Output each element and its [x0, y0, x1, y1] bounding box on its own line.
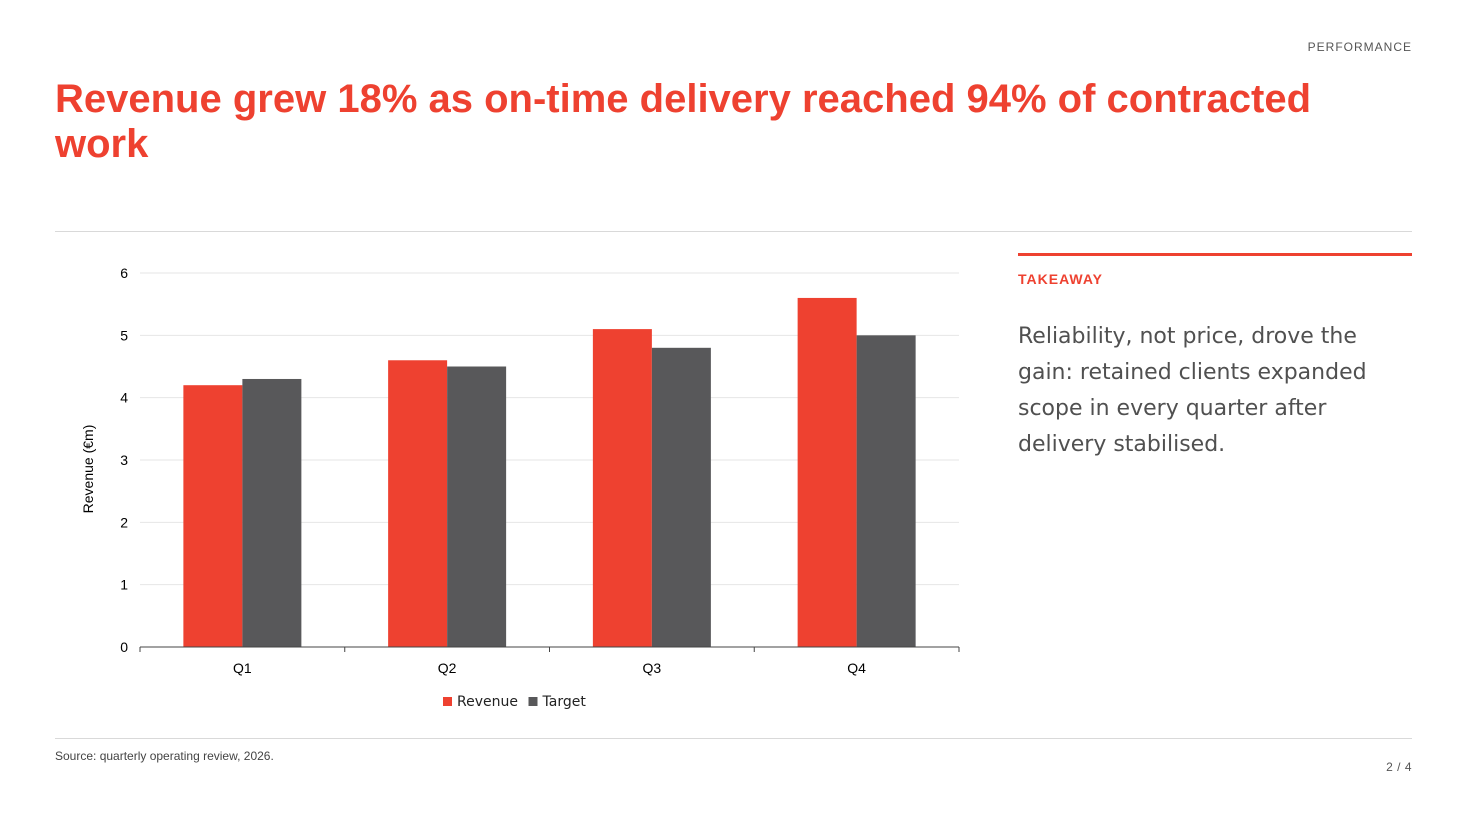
y-tick-label: 1 [120, 577, 128, 593]
legend-label-target: Target [542, 694, 587, 710]
bar-target-q2 [447, 366, 507, 647]
y-tick-label: 4 [120, 390, 128, 406]
x-tick-label: Q4 [847, 660, 866, 676]
y-tick-label: 2 [120, 514, 128, 530]
source-note: Source: quarterly operating review, 2026… [55, 749, 274, 763]
revenue-chart: 0 1 2 3 4 5 6 Q1 Q2 Q3 Q4 Revenue (€m) Revenue Targ… [80, 265, 960, 710]
y-tick-label: 5 [120, 327, 128, 343]
page-number: 2 / 4 [1386, 760, 1412, 774]
bar-target-q3 [651, 347, 711, 647]
chart-bars [183, 297, 916, 647]
takeaway-label: TAKEAWAY [1018, 271, 1104, 287]
bottom-divider [55, 738, 1412, 739]
x-tick-label: Q1 [233, 660, 252, 676]
takeaway-text: Reliability, not price, drove the gain: … [1018, 324, 1367, 457]
bar-revenue-q3 [592, 329, 652, 647]
bar-revenue-q1 [183, 385, 243, 647]
bar-revenue-q2 [388, 360, 448, 647]
bar-target-q1 [242, 378, 302, 647]
takeaway-rule [1018, 253, 1412, 256]
chart-axes: 0 1 2 3 4 5 6 Q1 Q2 Q3 Q4 [120, 265, 960, 676]
y-tick-label: 0 [120, 639, 128, 655]
x-tick-label: Q3 [643, 660, 662, 676]
legend-swatch-revenue [443, 697, 452, 706]
x-tick-label: Q2 [438, 660, 457, 676]
y-tick-label: 6 [120, 265, 128, 281]
legend-swatch-target [528, 697, 538, 706]
y-axis-label: Revenue (€m) [80, 425, 96, 514]
slide-title: Revenue grew 18% as on-time delivery rea… [55, 77, 1312, 166]
y-tick-label: 3 [120, 452, 128, 468]
top-divider [55, 231, 1412, 232]
chart-legend: Revenue Target [443, 694, 586, 710]
legend-label-revenue: Revenue [457, 694, 518, 710]
section-label: PERFORMANCE [1307, 40, 1412, 54]
bar-target-q4 [856, 335, 916, 647]
bar-revenue-q4 [797, 297, 857, 647]
